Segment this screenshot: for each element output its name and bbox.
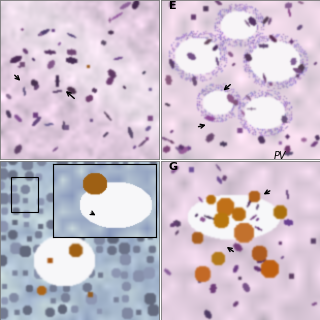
Text: E: E <box>169 1 176 11</box>
Text: G: G <box>169 162 178 172</box>
Text: PV: PV <box>274 151 286 161</box>
Bar <box>11 177 38 212</box>
